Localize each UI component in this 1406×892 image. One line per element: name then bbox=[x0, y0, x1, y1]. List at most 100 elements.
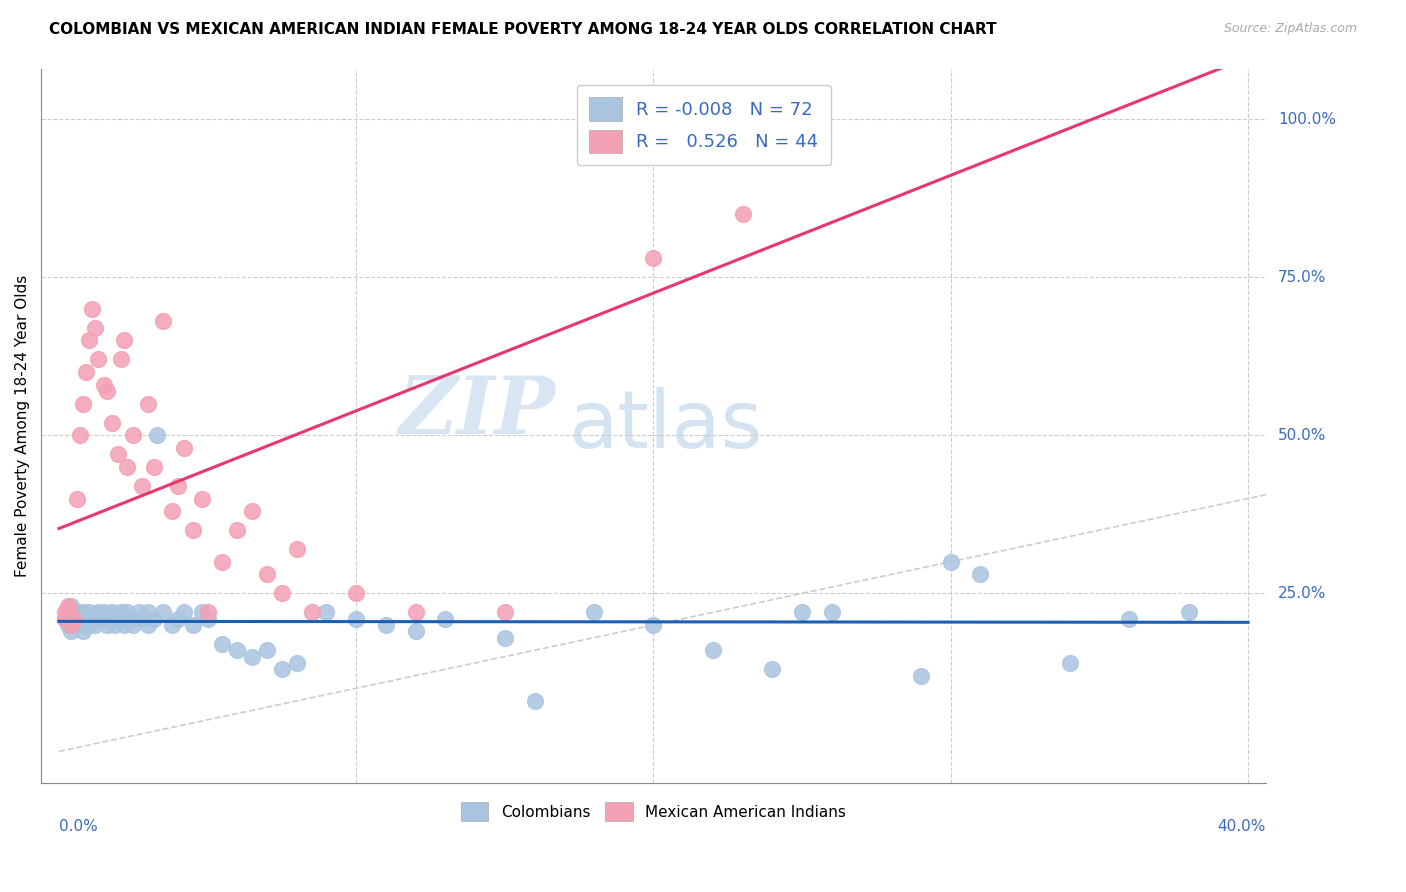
Point bbox=[59, 624, 82, 639]
Point bbox=[211, 555, 233, 569]
Text: COLOMBIAN VS MEXICAN AMERICAN INDIAN FEMALE POVERTY AMONG 18-24 YEAR OLDS CORREL: COLOMBIAN VS MEXICAN AMERICAN INDIAN FEM… bbox=[49, 22, 997, 37]
Point bbox=[77, 605, 100, 619]
Text: 0.0%: 0.0% bbox=[59, 819, 97, 834]
Point bbox=[80, 301, 103, 316]
Point bbox=[69, 428, 91, 442]
Point bbox=[72, 605, 94, 619]
Point bbox=[93, 605, 115, 619]
Point bbox=[405, 624, 427, 639]
Point bbox=[643, 251, 665, 265]
Point bbox=[62, 605, 84, 619]
Point bbox=[939, 555, 962, 569]
Text: 40.0%: 40.0% bbox=[1218, 819, 1265, 834]
Point bbox=[821, 605, 844, 619]
Point bbox=[181, 618, 204, 632]
Point bbox=[256, 643, 278, 657]
Point bbox=[66, 618, 89, 632]
Point bbox=[173, 605, 195, 619]
Point bbox=[101, 612, 124, 626]
Point bbox=[1177, 605, 1199, 619]
Point bbox=[53, 612, 76, 626]
Point bbox=[56, 618, 79, 632]
Point bbox=[53, 605, 76, 619]
Point bbox=[117, 459, 139, 474]
Text: ZIP: ZIP bbox=[399, 373, 555, 450]
Point bbox=[122, 618, 145, 632]
Point bbox=[790, 605, 813, 619]
Point bbox=[434, 612, 457, 626]
Point bbox=[256, 567, 278, 582]
Point bbox=[128, 605, 150, 619]
Point bbox=[211, 637, 233, 651]
Point bbox=[226, 643, 249, 657]
Point bbox=[75, 365, 97, 379]
Point bbox=[62, 618, 84, 632]
Point bbox=[56, 605, 79, 619]
Point bbox=[77, 334, 100, 348]
Point bbox=[117, 605, 139, 619]
Text: Source: ZipAtlas.com: Source: ZipAtlas.com bbox=[1223, 22, 1357, 36]
Point bbox=[122, 612, 145, 626]
Point bbox=[80, 612, 103, 626]
Point bbox=[181, 523, 204, 537]
Point bbox=[107, 447, 129, 461]
Point bbox=[110, 352, 132, 367]
Point bbox=[66, 605, 89, 619]
Point bbox=[523, 694, 546, 708]
Point bbox=[643, 618, 665, 632]
Point bbox=[136, 605, 159, 619]
Point bbox=[136, 397, 159, 411]
Point bbox=[75, 612, 97, 626]
Point bbox=[101, 605, 124, 619]
Point bbox=[59, 599, 82, 613]
Point bbox=[62, 612, 84, 626]
Point bbox=[190, 491, 212, 506]
Point bbox=[146, 428, 169, 442]
Point bbox=[285, 656, 308, 670]
Point bbox=[56, 599, 79, 613]
Point bbox=[56, 605, 79, 619]
Point bbox=[315, 605, 337, 619]
Point bbox=[285, 542, 308, 557]
Y-axis label: Female Poverty Among 18-24 Year Olds: Female Poverty Among 18-24 Year Olds bbox=[15, 275, 30, 577]
Point bbox=[59, 618, 82, 632]
Point bbox=[190, 605, 212, 619]
Point bbox=[98, 612, 121, 626]
Point bbox=[240, 504, 263, 518]
Point bbox=[1118, 612, 1140, 626]
Point bbox=[152, 605, 174, 619]
Point bbox=[72, 624, 94, 639]
Point bbox=[93, 612, 115, 626]
Point bbox=[166, 479, 188, 493]
Point bbox=[143, 459, 166, 474]
Point bbox=[77, 618, 100, 632]
Text: 25.0%: 25.0% bbox=[1278, 586, 1326, 601]
Text: 100.0%: 100.0% bbox=[1278, 112, 1336, 127]
Point bbox=[910, 668, 932, 682]
Point bbox=[72, 397, 94, 411]
Point bbox=[226, 523, 249, 537]
Point bbox=[173, 441, 195, 455]
Point bbox=[112, 618, 135, 632]
Point bbox=[104, 618, 127, 632]
Point bbox=[86, 352, 108, 367]
Point bbox=[83, 320, 105, 334]
Point bbox=[122, 428, 145, 442]
Point bbox=[86, 605, 108, 619]
Text: 50.0%: 50.0% bbox=[1278, 428, 1326, 442]
Point bbox=[301, 605, 323, 619]
Legend: Colombians, Mexican American Indians: Colombians, Mexican American Indians bbox=[453, 794, 853, 829]
Point bbox=[152, 314, 174, 328]
Point bbox=[83, 618, 105, 632]
Point bbox=[197, 605, 219, 619]
Point bbox=[731, 207, 754, 221]
Point bbox=[66, 491, 89, 506]
Point bbox=[344, 586, 367, 600]
Point bbox=[166, 612, 188, 626]
Point bbox=[344, 612, 367, 626]
Point bbox=[96, 618, 118, 632]
Point bbox=[160, 504, 183, 518]
Point bbox=[582, 605, 605, 619]
Point bbox=[69, 612, 91, 626]
Point bbox=[494, 605, 516, 619]
